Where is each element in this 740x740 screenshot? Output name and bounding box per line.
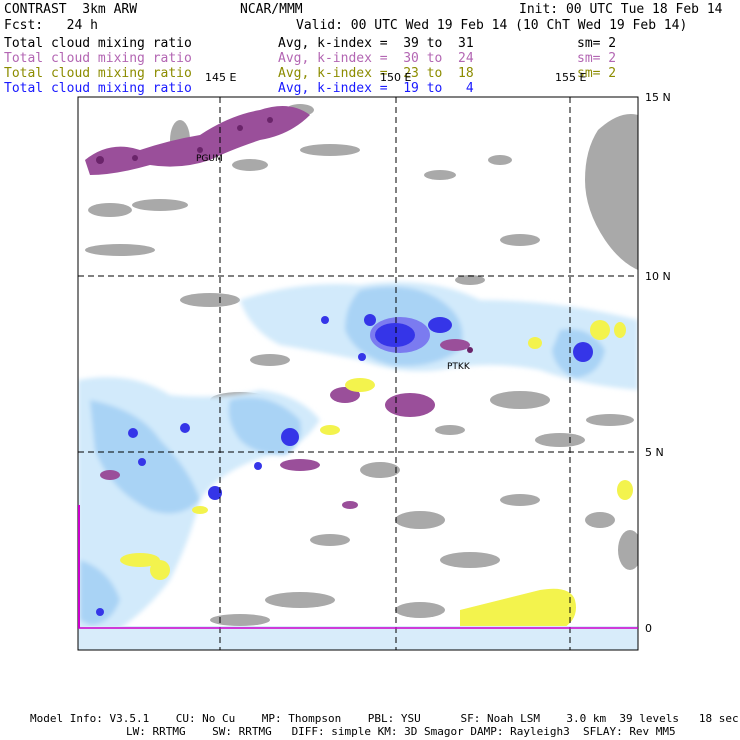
mid-cloud-field [120, 320, 633, 630]
model-info-line2: LW: RRTMG SW: RRTMG DIFF: simple KM: 3D … [126, 725, 676, 738]
low-cloud-strip [78, 626, 638, 650]
low-cloud-field [78, 282, 638, 640]
lat-label: 10 N [645, 270, 671, 283]
lat-label: 0 [645, 622, 652, 635]
legend-smooth: sm= 2 [577, 66, 617, 81]
legend-field: Total cloud mixing ratio [4, 51, 192, 66]
station-label: PGUM [196, 154, 223, 164]
center-title: NCAR/MMM [240, 2, 303, 17]
model-info-line1: Model Info: V3.5.1 CU: No Cu MP: Thompso… [30, 712, 739, 725]
model-title: CONTRAST 3km ARW [4, 2, 138, 17]
legend-field: Total cloud mixing ratio [4, 36, 192, 51]
graticule [78, 96, 638, 650]
legend-smooth: sm= 2 [577, 51, 617, 66]
station-label: PTKK [447, 362, 471, 372]
lat-label: 5 N [645, 446, 664, 459]
high-cloud-cores [96, 117, 473, 353]
legend-stat: Avg, k-index = 19 to 4 [278, 81, 474, 96]
legend-stat: Avg, k-index = 23 to 18 [278, 66, 474, 81]
high-cloud-field [85, 106, 470, 645]
legend-stat: Avg, k-index = 39 to 31 [278, 36, 474, 51]
legend-stat: Avg, k-index = 30 to 24 [278, 51, 474, 66]
lat-label: 15 N [645, 91, 671, 104]
deep-convection [96, 314, 593, 616]
lon-label: 145 E [205, 71, 236, 84]
legend-smooth: sm= 2 [577, 36, 617, 51]
lon-label: 155 E [555, 71, 586, 84]
init-time: Init: 00 UTC Tue 18 Feb 14 [519, 2, 723, 17]
legend-field: Total cloud mixing ratio [4, 66, 192, 81]
legend-field: Total cloud mixing ratio [4, 81, 192, 96]
valid-time: Valid: 00 UTC Wed 19 Feb 14 (10 ChT Wed … [296, 18, 688, 33]
lon-label: 150 E [380, 71, 411, 84]
forecast-hour: Fcst: 24 h [4, 18, 98, 33]
